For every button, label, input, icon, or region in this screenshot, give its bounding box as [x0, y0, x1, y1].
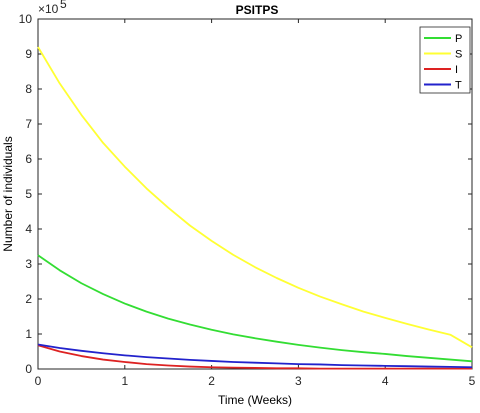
y-tick-label: 5: [25, 187, 32, 201]
legend-label-t: T: [455, 80, 462, 92]
y-exponent: ×10 5: [38, 0, 67, 16]
y-tick-label: 1: [25, 327, 32, 341]
series-line-s: [37, 46, 473, 349]
y-tick-label: 10: [19, 12, 33, 26]
y-tick-label: 8: [25, 82, 32, 96]
series-line-i: [37, 344, 472, 370]
y-tick-label: 6: [25, 152, 32, 166]
y-exponent-base: ×10: [38, 2, 59, 16]
y-axis: 0 1 2 3 4 5 6 7 8 9 10: [19, 12, 472, 376]
y-tick-label: 4: [25, 222, 32, 236]
y-exponent-power: 5: [60, 0, 67, 11]
chart-title: PSITPS: [236, 3, 279, 17]
legend: PSIT: [419, 26, 471, 94]
x-tick-label: 0: [35, 374, 42, 388]
legend-label-s: S: [455, 49, 462, 61]
x-axis-label: Time (Weeks): [218, 393, 292, 407]
series-line-p: [37, 254, 473, 363]
x-tick-label: 2: [208, 374, 215, 388]
x-tick-label: 4: [382, 374, 389, 388]
y-tick-label: 0: [25, 362, 32, 376]
x-tick-label: 1: [121, 374, 128, 388]
legend-box: [419, 26, 471, 94]
series-line-t: [37, 343, 473, 369]
plot-area: [37, 18, 473, 370]
y-tick-label: 9: [25, 47, 32, 61]
x-tick-label: 5: [469, 374, 476, 388]
x-tick-label: 3: [295, 374, 302, 388]
y-axis-label: Number of individuals: [1, 136, 15, 251]
legend-label-i: I: [455, 64, 458, 76]
y-tick-label: 2: [25, 292, 32, 306]
legend-label-p: P: [455, 33, 462, 45]
y-tick-label: 3: [25, 257, 32, 271]
series-lines: [37, 46, 473, 370]
y-tick-label: 7: [25, 117, 32, 131]
